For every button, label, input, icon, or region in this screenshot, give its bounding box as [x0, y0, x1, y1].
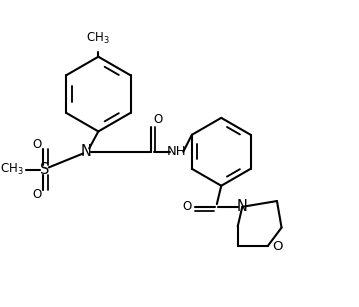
Text: O: O — [33, 188, 42, 201]
Text: N: N — [237, 199, 248, 214]
Text: O: O — [154, 113, 163, 126]
Text: CH$_3$: CH$_3$ — [0, 162, 24, 177]
Text: S: S — [40, 162, 50, 177]
Text: N: N — [81, 144, 92, 159]
Text: CH$_3$: CH$_3$ — [87, 31, 110, 46]
Text: O: O — [272, 239, 283, 253]
Text: O: O — [183, 200, 192, 213]
Text: NH: NH — [167, 145, 186, 158]
Text: O: O — [33, 138, 42, 151]
